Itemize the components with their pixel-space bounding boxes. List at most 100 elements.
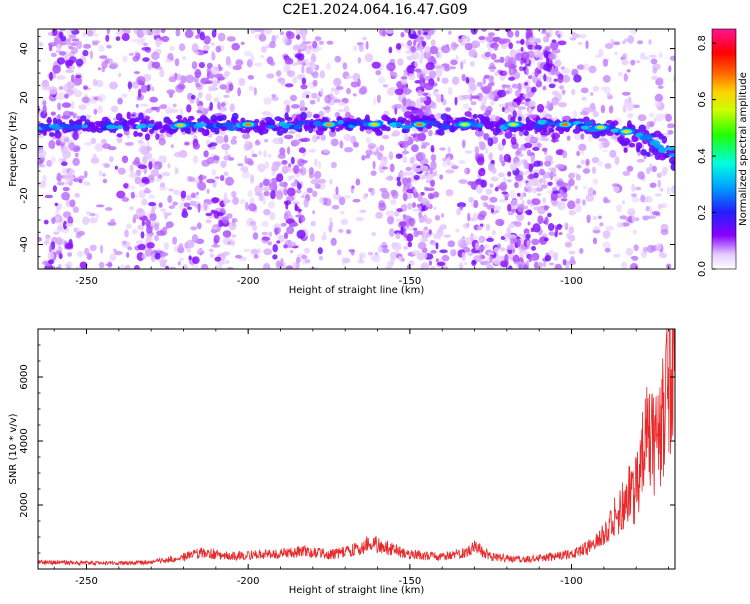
noise-speckle <box>579 248 583 254</box>
noise-speckle <box>263 263 270 272</box>
noise-column-blob <box>146 226 153 234</box>
noise-column-blob <box>57 225 63 231</box>
noise-column-blob <box>49 86 58 95</box>
noise-column-blob <box>305 259 311 263</box>
noise-column-blob <box>495 219 504 226</box>
noise-speckle <box>583 186 587 189</box>
noise-speckle <box>327 41 334 45</box>
noise-speckle <box>259 182 263 188</box>
noise-column-blob <box>471 260 476 266</box>
noise-column-blob <box>286 105 290 113</box>
noise-column-blob <box>291 104 300 109</box>
noise-speckle <box>178 261 181 265</box>
noise-speckle <box>250 26 256 33</box>
noise-speckle <box>386 210 395 217</box>
noise-column-blob <box>523 160 528 169</box>
noise-column-blob <box>528 75 532 79</box>
noise-column-blob <box>212 227 218 230</box>
noise-speckle <box>258 150 262 155</box>
noise-speckle <box>448 147 451 153</box>
noise-speckle <box>255 140 261 145</box>
noise-column-blob <box>505 91 509 95</box>
snr-x-tick-label: -250 <box>75 576 98 587</box>
noise-column-blob <box>481 96 487 105</box>
noise-speckle <box>221 108 225 111</box>
noise-column-blob <box>499 104 506 108</box>
noise-column-blob <box>116 30 125 35</box>
noise-speckle <box>599 138 607 141</box>
noise-speckle <box>252 154 258 158</box>
signal-band-blob <box>47 117 52 125</box>
noise-column-blob <box>513 99 520 102</box>
noise-speckle <box>323 149 329 153</box>
noise-speckle <box>592 178 598 184</box>
noise-column-blob <box>181 75 187 83</box>
noise-speckle <box>371 170 377 176</box>
noise-speckle <box>658 180 661 188</box>
noise-speckle <box>346 229 351 234</box>
noise-column-blob <box>196 97 199 104</box>
noise-column-blob <box>214 97 220 103</box>
signal-band-blob <box>188 116 195 121</box>
noise-speckle <box>624 38 631 42</box>
noise-column-blob <box>421 198 428 205</box>
noise-column-blob <box>82 97 90 104</box>
noise-column-blob <box>544 237 549 241</box>
noise-column-blob <box>403 233 407 238</box>
noise-column-blob <box>545 216 549 225</box>
noise-speckle <box>262 221 269 227</box>
noise-column-blob <box>65 242 73 248</box>
snr-frame <box>38 329 675 569</box>
noise-column-blob <box>191 95 196 100</box>
noise-column-blob <box>434 89 439 92</box>
noise-speckle <box>463 103 469 109</box>
noise-column-blob <box>570 256 575 264</box>
noise-column-blob <box>528 37 535 44</box>
noise-column-blob <box>139 183 146 188</box>
noise-column-blob <box>398 256 401 261</box>
noise-speckle <box>630 263 638 271</box>
signal-band-blob <box>221 114 227 120</box>
noise-column-blob <box>382 30 386 37</box>
noise-speckle <box>172 237 177 245</box>
noise-column-blob <box>565 78 568 82</box>
noise-speckle <box>109 156 114 162</box>
noise-speckle <box>558 102 567 107</box>
noise-speckle <box>187 176 192 182</box>
noise-column-blob <box>48 252 55 260</box>
noise-column-blob <box>223 230 232 237</box>
noise-speckle <box>168 188 174 191</box>
noise-speckle <box>193 155 199 163</box>
noise-column-blob <box>549 76 552 83</box>
noise-column-blob <box>191 193 196 199</box>
noise-speckle <box>605 226 614 231</box>
noise-speckle <box>590 92 593 96</box>
signal-band-core <box>266 125 277 129</box>
noise-column-blob <box>548 223 554 231</box>
noise-speckle <box>59 86 64 90</box>
noise-column-blob <box>468 108 472 112</box>
noise-column-blob <box>385 176 393 180</box>
noise-speckle <box>231 191 237 198</box>
signal-band-blob <box>646 152 650 157</box>
noise-column-blob <box>42 105 46 114</box>
noise-speckle <box>251 249 259 255</box>
noise-speckle <box>358 57 361 64</box>
noise-speckle <box>359 210 366 213</box>
signal-band-blob <box>523 131 529 136</box>
noise-speckle <box>346 75 353 79</box>
noise-speckle <box>343 63 348 70</box>
noise-column-blob <box>436 258 439 262</box>
noise-speckle <box>136 104 139 108</box>
noise-column-blob <box>83 85 88 89</box>
noise-column-blob <box>525 234 530 240</box>
noise-speckle <box>106 263 113 266</box>
noise-column-blob <box>549 263 555 266</box>
noise-speckle <box>329 179 332 185</box>
noise-column-blob <box>504 233 512 238</box>
noise-column-blob <box>57 75 66 80</box>
noise-column-blob <box>467 181 474 186</box>
noise-speckle <box>631 184 635 192</box>
noise-column-blob <box>522 67 525 71</box>
noise-speckle <box>583 168 590 174</box>
